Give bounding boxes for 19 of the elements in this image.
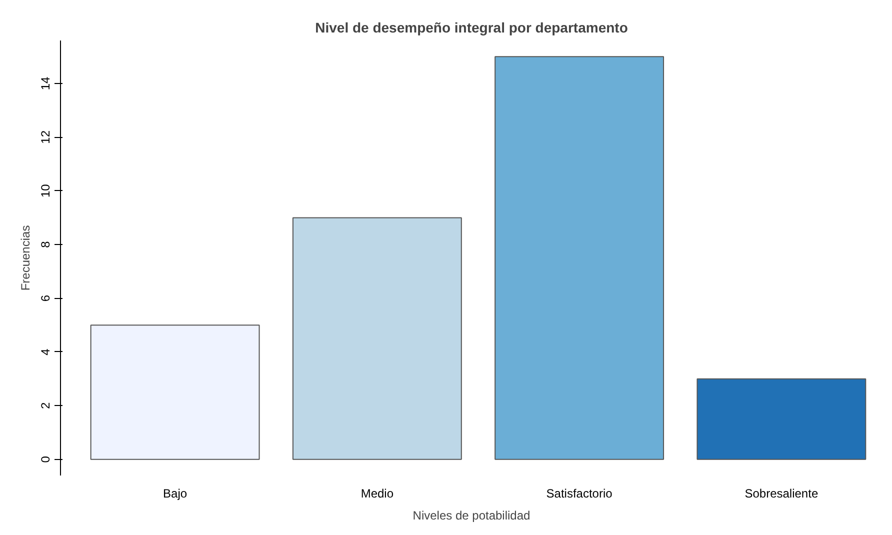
x-tick-label: Sobresaliente: [744, 486, 818, 500]
x-tick-label: Satisfactorio: [546, 486, 613, 500]
y-tick-label: 4: [38, 348, 52, 356]
x-tick-label: Medio: [360, 486, 394, 500]
y-tick-label: 2: [38, 402, 52, 410]
y-tick-label: 14: [38, 76, 52, 90]
bar: [292, 217, 462, 460]
bar: [696, 378, 866, 460]
y-tick-label: 12: [38, 130, 52, 144]
chart-title: Nivel de desempeño integral por departamento: [315, 20, 628, 36]
x-axis-title: Niveles de potabilidad: [412, 508, 530, 522]
y-tick-label: 8: [38, 240, 52, 248]
x-tick-label: Bajo: [163, 486, 188, 500]
y-tick-label: 10: [38, 184, 52, 198]
y-tick-label: 0: [38, 456, 52, 463]
y-axis-title: Frecuencias: [18, 225, 32, 291]
bar: [494, 56, 664, 460]
bar: [90, 324, 260, 460]
y-tick-label: 6: [38, 294, 52, 302]
